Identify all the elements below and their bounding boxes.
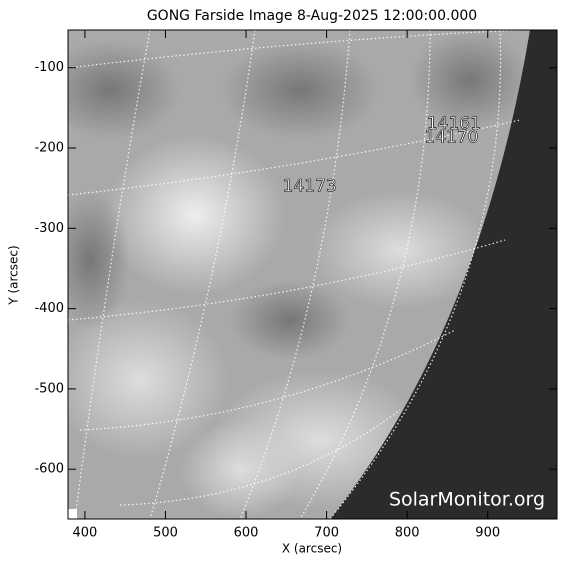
solar-image: [68, 30, 557, 519]
plot-frame: [67, 29, 558, 520]
x-tick-label: 700: [314, 526, 339, 541]
watermark: SolarMonitor.org: [389, 489, 545, 511]
y-tick-label: -500: [34, 381, 64, 396]
x-tick-label: 800: [395, 526, 420, 541]
chart-title: GONG Farside Image 8-Aug-2025 12:00:00.0…: [147, 8, 477, 24]
x-tick-label: 500: [153, 526, 178, 541]
x-tick-label: 600: [234, 526, 259, 541]
y-tick-label: -300: [34, 221, 64, 236]
region-label: 14170: [424, 128, 478, 148]
y-tick-label: -200: [34, 141, 64, 156]
x-tick-label: 900: [475, 526, 500, 541]
x-tick-label: 400: [73, 526, 98, 541]
region-label: 14161: [427, 114, 481, 134]
y-tick-label: -100: [34, 60, 64, 75]
y-tick-label: -400: [34, 301, 64, 316]
y-axis-label: Y (arcsec): [7, 245, 21, 305]
y-tick-label: -600: [34, 462, 64, 477]
x-axis-label: X (arcsec): [282, 542, 342, 556]
region-label: 14173: [283, 177, 337, 197]
